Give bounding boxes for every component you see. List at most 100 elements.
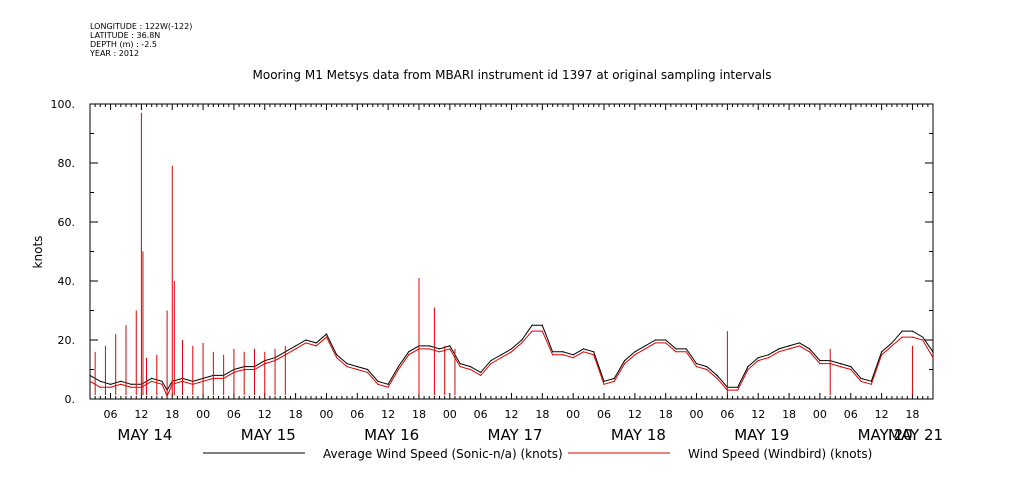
data-point-windbird (860, 380, 862, 382)
data-point-sonic (850, 365, 852, 368)
data-point-windbird (120, 383, 122, 385)
data-point-windbird (911, 336, 914, 338)
data-point-sonic (623, 360, 626, 362)
data-point-sonic (644, 345, 646, 347)
data-point-sonic (469, 365, 471, 368)
data-point-windbird (151, 380, 153, 382)
depth-text: DEPTH (m) : -2.5 (90, 40, 157, 49)
data-point-sonic (582, 348, 585, 350)
data-point-windbird (716, 377, 718, 379)
legend-label-windbird: Wind Speed (Windbird) (knots) (688, 447, 872, 461)
x-day-label: MAY 21 (888, 426, 943, 444)
data-point-windbird (870, 383, 872, 385)
data-point-windbird (428, 348, 430, 350)
data-point-windbird (305, 342, 307, 344)
data-point-windbird (880, 354, 883, 356)
data-point-sonic (531, 324, 533, 326)
data-point-windbird (130, 386, 132, 388)
x-hour-label: 00 (690, 408, 704, 421)
data-point-windbird (582, 351, 585, 353)
data-point-windbird (109, 386, 112, 388)
x-hour-label: 18 (535, 408, 549, 421)
x-hour-label: 18 (289, 408, 303, 421)
data-point-sonic (130, 383, 132, 385)
y-tick-labels: 0. 20. 40. 60. 80. 100. (51, 98, 76, 406)
data-point-sonic (161, 380, 163, 382)
data-point-windbird (166, 395, 168, 397)
data-point-windbird (685, 351, 687, 353)
x-day-label: MAY 15 (241, 426, 296, 444)
data-point-sonic (819, 360, 821, 362)
data-point-sonic (552, 351, 554, 353)
data-point-sonic (891, 342, 893, 344)
x-hour-label: 06 (104, 408, 118, 421)
data-point-windbird (449, 348, 451, 350)
data-point-windbird (695, 365, 698, 368)
data-point-sonic (397, 365, 400, 368)
data-point-sonic (665, 339, 667, 341)
data-point-sonic (151, 377, 153, 379)
data-point-sonic (593, 351, 595, 353)
data-point-windbird (839, 365, 842, 368)
x-day-label: MAY 16 (364, 426, 419, 444)
data-point-sonic (521, 339, 523, 341)
data-point-sonic (356, 365, 358, 368)
data-point-sonic (490, 360, 492, 362)
data-point-windbird (490, 363, 492, 365)
x-hour-label: 00 (443, 408, 457, 421)
chart-title: Mooring M1 Metsys data from MBARI instru… (252, 68, 772, 82)
data-point-sonic (737, 386, 739, 388)
data-point-windbird (613, 380, 615, 382)
x-day-label: MAY 19 (734, 426, 789, 444)
data-point-windbird (469, 368, 471, 371)
x-hour-label: 06 (350, 408, 364, 421)
data-point-sonic (788, 345, 790, 347)
data-point-windbird (356, 368, 358, 371)
data-point-windbird (408, 354, 410, 356)
latitude-text: LATITUDE : 36.8N (90, 31, 161, 40)
y-tick-label: 80. (58, 157, 76, 170)
data-point-sonic (336, 354, 338, 356)
x-hour-label: 18 (412, 408, 426, 421)
data-point-windbird (778, 351, 780, 353)
data-point-sonic (870, 380, 872, 382)
data-point-sonic (901, 330, 903, 332)
data-point-sonic (716, 374, 718, 376)
data-point-sonic (839, 363, 842, 365)
data-point-windbird (336, 357, 338, 359)
data-point-windbird (798, 345, 800, 347)
data-point-windbird (747, 368, 749, 371)
longitude-text: LONGITUDE : 122W(-122) (90, 22, 193, 31)
x-hour-label: 06 (597, 408, 611, 421)
data-point-windbird (459, 365, 461, 368)
data-point-sonic (387, 383, 389, 385)
data-point-sonic (377, 380, 379, 382)
x-hour-label: 06 (720, 408, 734, 421)
data-point-windbird (346, 365, 348, 368)
data-point-windbird (932, 357, 934, 359)
data-point-windbird (99, 386, 101, 388)
x-hour-label: 06 (227, 408, 241, 421)
data-point-windbird (634, 354, 636, 356)
data-point-windbird (901, 336, 903, 338)
data-point-windbird (665, 342, 667, 344)
series-line-windbird (89, 330, 934, 398)
data-point-windbird (623, 363, 626, 365)
data-point-sonic (305, 339, 307, 341)
x-hour-label: 18 (905, 408, 919, 421)
data-point-sonic (315, 342, 317, 344)
data-point-sonic (695, 363, 698, 365)
metadata-block: LONGITUDE : 122W(-122) LATITUDE : 36.8N … (90, 22, 192, 58)
data-point-sonic (459, 363, 461, 365)
data-point-windbird (541, 330, 543, 332)
data-point-sonic (809, 348, 811, 350)
data-point-sonic (675, 348, 677, 350)
data-point-sonic (295, 345, 297, 347)
y-tick-label: 40. (58, 275, 76, 288)
data-point-windbird (593, 354, 595, 356)
data-point-windbird (654, 342, 657, 344)
data-point-windbird (644, 348, 646, 350)
x-hour-label: 12 (505, 408, 519, 421)
y-tick-label: 0. (65, 393, 76, 406)
